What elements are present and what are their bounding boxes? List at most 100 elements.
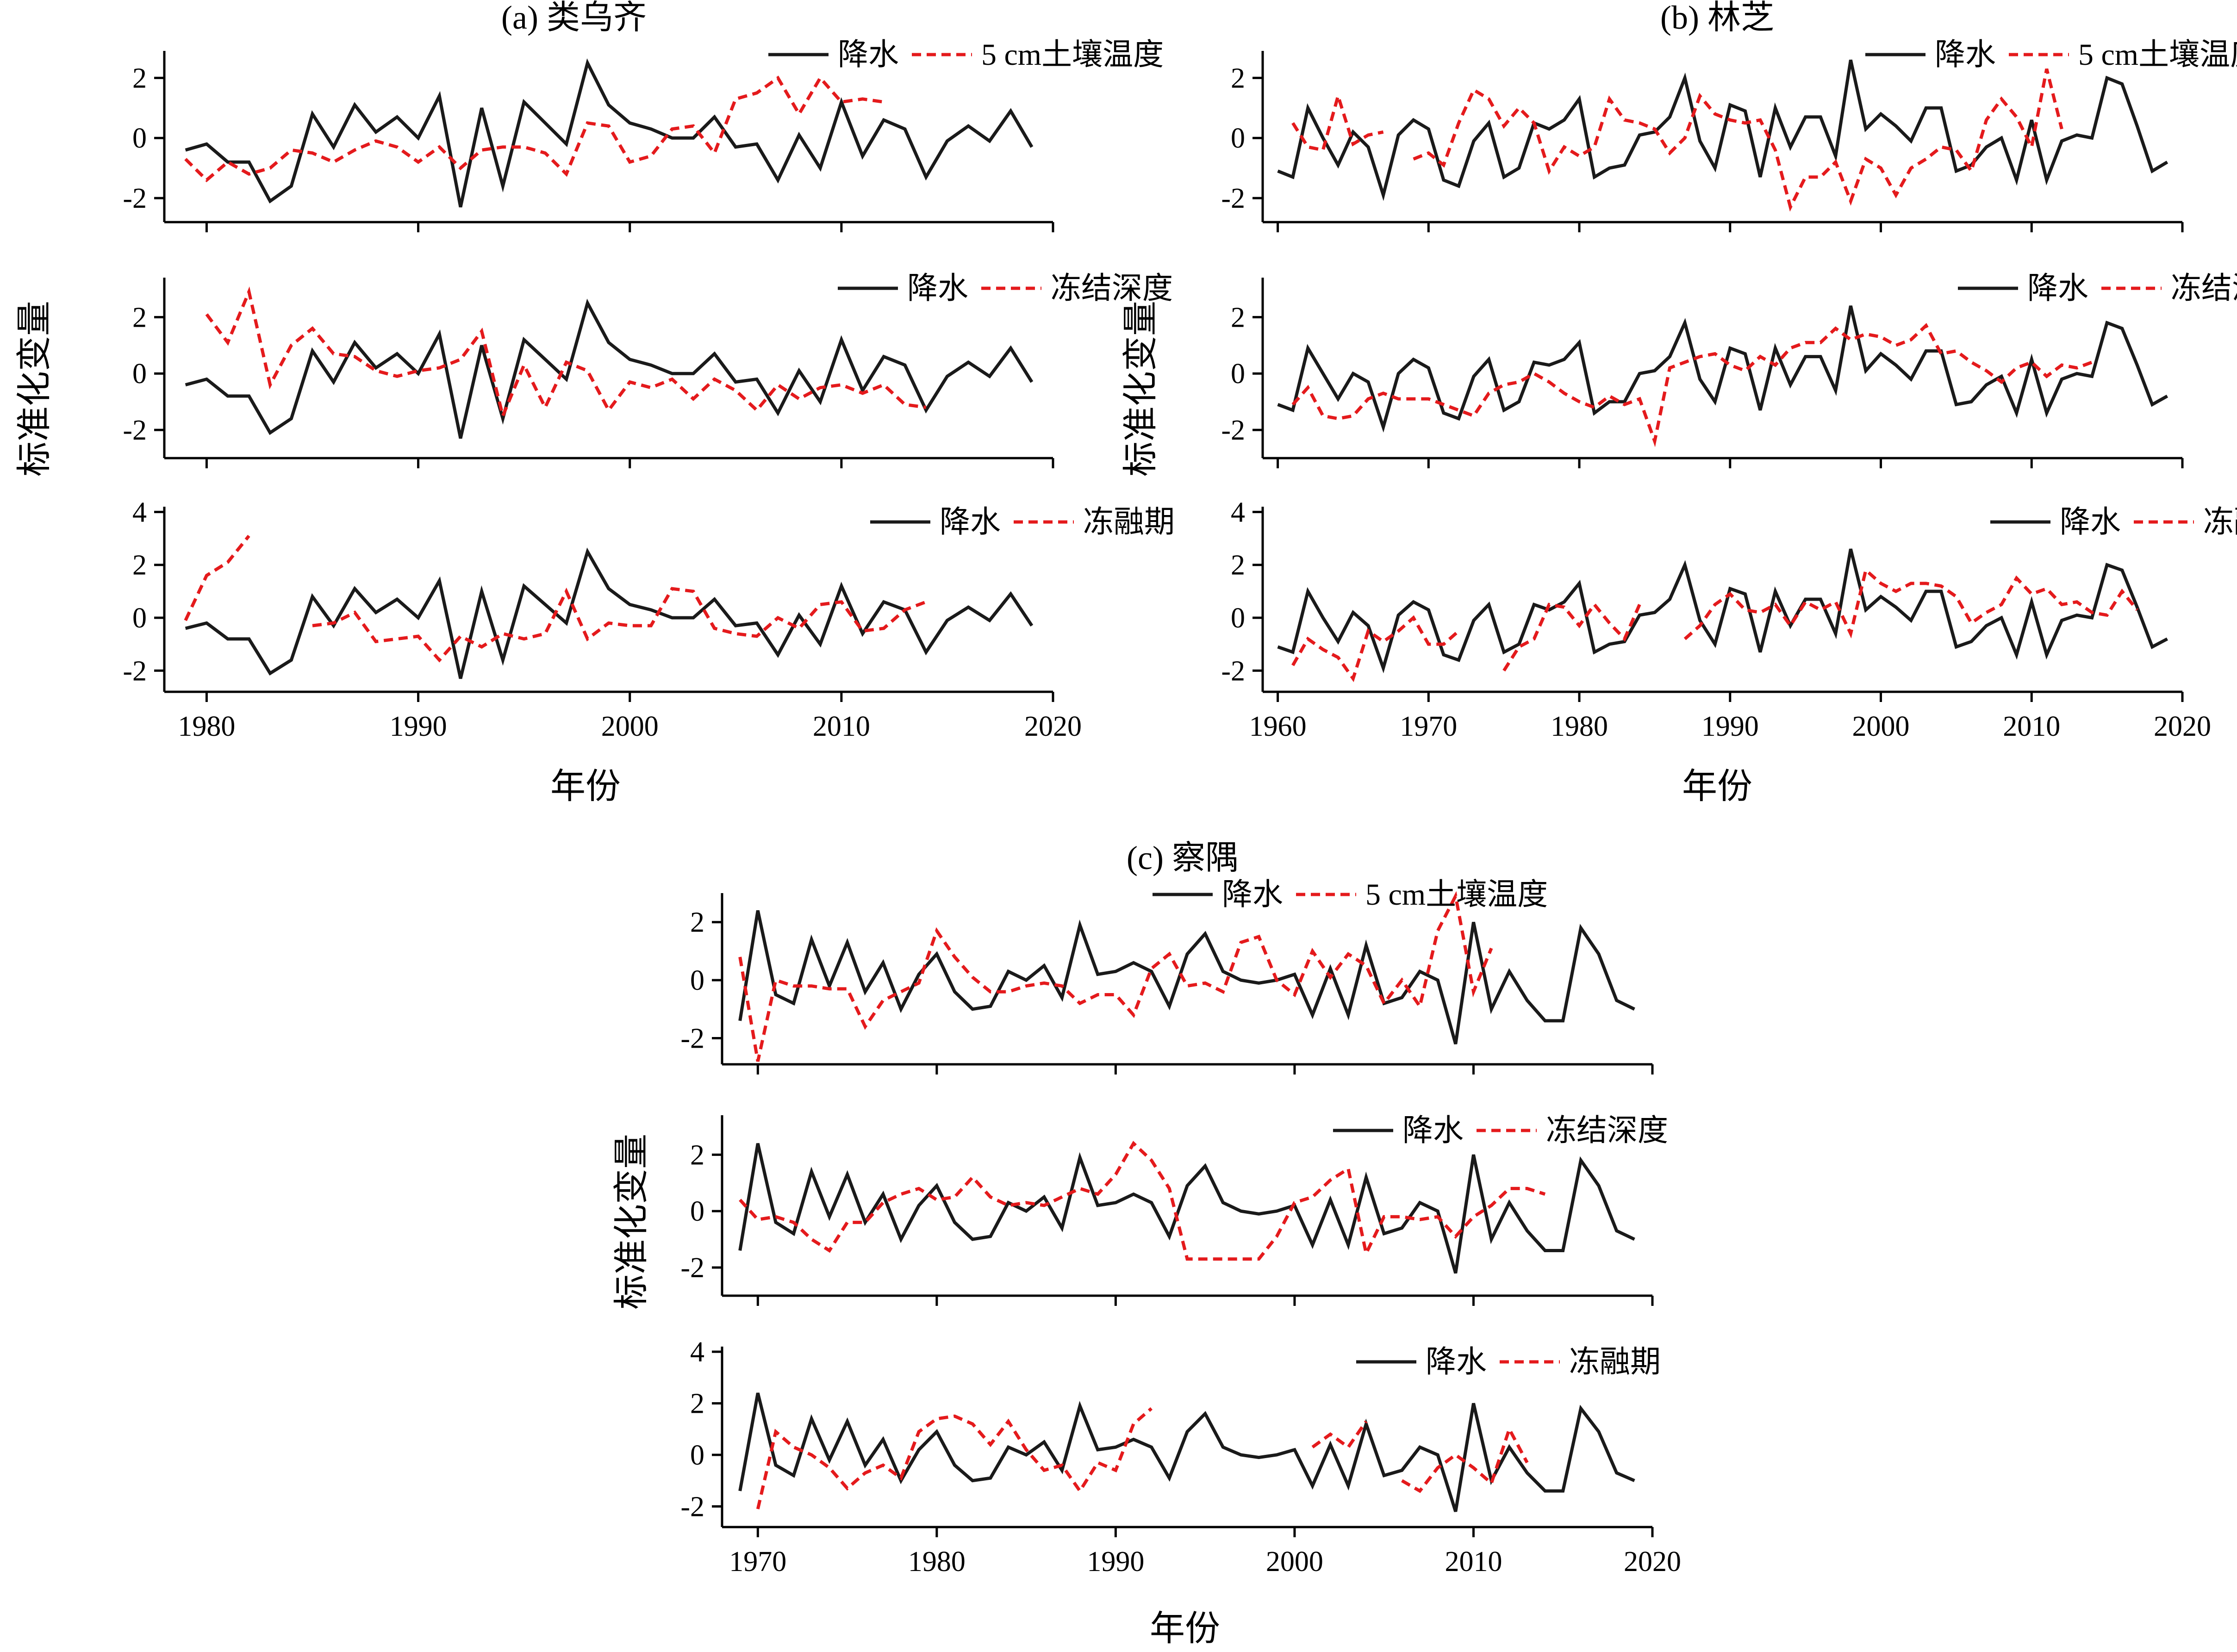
x-tick-label: 1980 bbox=[1551, 711, 1608, 742]
series-line-variable bbox=[184, 534, 927, 663]
x-tick-label: 2020 bbox=[2154, 711, 2211, 742]
y-axis-title: 标准化变量 bbox=[612, 1134, 651, 1310]
legend-label-variable: 冻结深度 bbox=[1546, 1114, 1668, 1148]
y-tick-label: 4 bbox=[690, 1336, 704, 1368]
legend: 降水 5 cm土壤温度 bbox=[1865, 38, 2237, 72]
y-tick-label: 2 bbox=[690, 1388, 704, 1420]
panel-3: -2 0 2 4 1960 1970 1980 1990 2000 2010 2020 降水 冻融期 bbox=[1221, 497, 2237, 742]
y-tick-label: -2 bbox=[680, 1491, 704, 1522]
series-line-precipitation bbox=[738, 1143, 1635, 1274]
x-tick-label: 2020 bbox=[1024, 711, 1082, 742]
series-line-precipitation bbox=[1277, 59, 2168, 201]
chart-title: (c) 察隅 bbox=[1127, 839, 1239, 876]
series-line-precipitation bbox=[738, 910, 1635, 1045]
legend: 降水 5 cm土壤温度 bbox=[768, 38, 1164, 72]
y-tick-label: 2 bbox=[132, 62, 147, 94]
series-line-precipitation bbox=[1277, 305, 2168, 433]
series-line-variable bbox=[739, 1141, 1546, 1261]
y-tick-label: 0 bbox=[132, 358, 147, 390]
y-tick-label: 2 bbox=[1231, 550, 1245, 581]
x-tick-label: 2020 bbox=[1624, 1546, 1681, 1577]
y-tick-label: -2 bbox=[1221, 415, 1245, 446]
x-tick-label: 1990 bbox=[1087, 1546, 1144, 1577]
legend-label-variable: 5 cm土壤温度 bbox=[2078, 38, 2237, 72]
legend: 降水 冻结深度 bbox=[838, 272, 1173, 305]
y-tick-label: 0 bbox=[1231, 602, 1245, 634]
series-line-variable bbox=[756, 1407, 1529, 1509]
legend-label-precipitation: 降水 bbox=[1426, 1345, 1487, 1379]
x-tick-label: 1990 bbox=[1701, 711, 1759, 742]
legend-label-variable: 冻结深度 bbox=[2171, 272, 2237, 305]
y-tick-label: 0 bbox=[690, 965, 704, 996]
series-line-precipitation bbox=[185, 298, 1034, 439]
y-tick-label: -2 bbox=[1221, 183, 1245, 214]
panel-3: -2 0 2 4 1970 1980 1990 2000 2010 2020 降水 冻融期 bbox=[680, 1336, 1681, 1577]
y-tick-label: 2 bbox=[690, 1139, 704, 1171]
y-tick-label: 4 bbox=[1231, 497, 1245, 528]
x-axis-title: 年份 bbox=[1150, 1609, 1220, 1648]
legend-label-variable: 5 cm土壤温度 bbox=[981, 38, 1164, 72]
x-tick-label: 2000 bbox=[601, 711, 659, 742]
legend-label-precipitation: 降水 bbox=[2027, 272, 2088, 305]
y-axis-title: 标准化变量 bbox=[15, 301, 54, 477]
x-tick-label: 1970 bbox=[729, 1546, 786, 1577]
y-tick-label: 2 bbox=[132, 302, 147, 333]
series-line-variable bbox=[184, 75, 884, 182]
y-tick-label: 0 bbox=[690, 1440, 704, 1471]
panel-2: -2 0 2 降水 冻结深度 bbox=[123, 272, 1173, 468]
panel-1: -2 0 2 降水 5 cm土壤温度 bbox=[123, 38, 1164, 232]
y-tick-label: -2 bbox=[123, 655, 147, 687]
legend-label-precipitation: 降水 bbox=[1402, 1114, 1464, 1148]
y-tick-label: 4 bbox=[132, 497, 147, 528]
y-tick-label: 2 bbox=[1231, 62, 1245, 94]
series-line-variable bbox=[1291, 68, 2063, 212]
y-tick-label: 0 bbox=[132, 123, 147, 154]
legend-label-variable: 冻融期 bbox=[1083, 505, 1175, 539]
y-tick-label: 0 bbox=[1231, 358, 1245, 390]
y-tick-label: -2 bbox=[123, 415, 147, 446]
legend-label-precipitation: 降水 bbox=[1935, 38, 1996, 72]
series-line-precipitation bbox=[738, 1392, 1635, 1512]
legend-label-precipitation: 降水 bbox=[940, 505, 1001, 539]
x-tick-label: 2000 bbox=[1852, 711, 1910, 742]
y-axis-title: 标准化变量 bbox=[1122, 301, 1160, 477]
panel-2: -2 0 2 降水 冻结深度 bbox=[1221, 272, 2237, 468]
x-tick-label: 2000 bbox=[1266, 1546, 1323, 1577]
x-tick-label: 1960 bbox=[1249, 711, 1307, 742]
y-tick-label: -2 bbox=[1221, 655, 1245, 687]
x-tick-label: 1970 bbox=[1400, 711, 1457, 742]
legend: 降水 5 cm土壤温度 bbox=[1153, 878, 1548, 912]
legend-label-precipitation: 降水 bbox=[907, 272, 968, 305]
y-tick-label: -2 bbox=[123, 183, 147, 214]
legend: 降水 冻融期 bbox=[1356, 1345, 1661, 1379]
y-tick-label: -2 bbox=[680, 1023, 704, 1055]
panel-3: -2 0 2 4 1980 1990 2000 2010 2020 降水 冻融期 bbox=[123, 497, 1175, 742]
x-tick-label: 2010 bbox=[813, 711, 870, 742]
series-line-variable bbox=[738, 891, 1493, 1062]
panel-1: -2 0 2 降水 5 cm土壤温度 bbox=[1221, 38, 2237, 232]
series-line-precipitation bbox=[185, 547, 1034, 679]
panel-1: -2 0 2 降水 5 cm土壤温度 bbox=[680, 878, 1654, 1074]
y-tick-label: 2 bbox=[1231, 302, 1245, 333]
x-tick-label: 1980 bbox=[908, 1546, 966, 1577]
series-line-variable bbox=[205, 286, 927, 421]
legend-label-variable: 5 cm土壤温度 bbox=[1365, 878, 1548, 912]
legend-label-variable: 冻融期 bbox=[2203, 505, 2237, 539]
x-tick-label: 1980 bbox=[178, 711, 235, 742]
x-axis-title: 年份 bbox=[550, 767, 621, 806]
legend-label-variable: 冻融期 bbox=[1569, 1345, 1661, 1379]
legend: 降水 冻结深度 bbox=[1333, 1114, 1668, 1148]
y-tick-label: 0 bbox=[690, 1196, 704, 1227]
y-tick-label: -2 bbox=[680, 1252, 704, 1284]
chart-title: (b) 林芝 bbox=[1660, 0, 1774, 36]
legend: 降水 冻融期 bbox=[870, 505, 1175, 539]
y-tick-label: 0 bbox=[132, 602, 147, 634]
x-tick-label: 2010 bbox=[2003, 711, 2060, 742]
x-tick-label: 1990 bbox=[390, 711, 447, 742]
legend-label-precipitation: 降水 bbox=[1222, 878, 1283, 912]
x-tick-label: 2010 bbox=[1445, 1546, 1502, 1577]
